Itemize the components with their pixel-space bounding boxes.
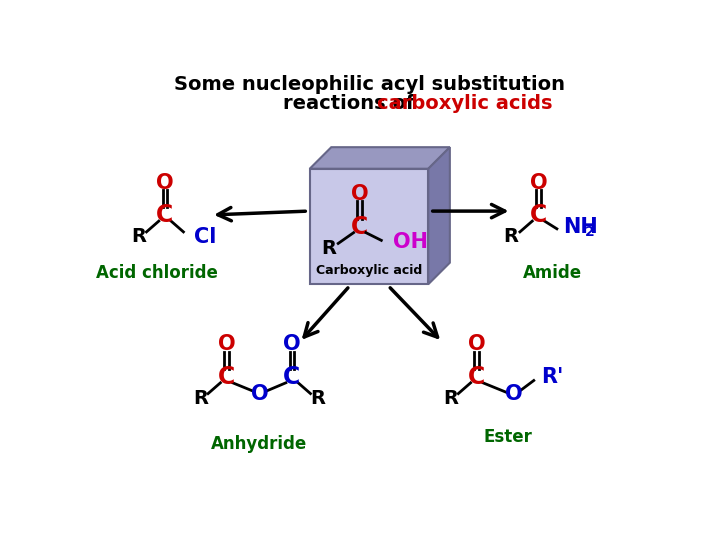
- Text: Cl: Cl: [194, 226, 217, 246]
- Text: R: R: [321, 239, 336, 258]
- Text: R: R: [443, 389, 458, 408]
- Text: C: C: [284, 364, 301, 389]
- Text: R: R: [193, 389, 208, 408]
- Text: O: O: [217, 334, 235, 354]
- Text: R: R: [131, 227, 146, 246]
- Text: Acid chloride: Acid chloride: [96, 264, 218, 282]
- Text: R: R: [311, 389, 325, 408]
- Text: O: O: [530, 173, 547, 193]
- Text: O: O: [468, 334, 485, 354]
- Text: O: O: [251, 384, 269, 404]
- Polygon shape: [428, 147, 450, 284]
- Text: reactions of: reactions of: [283, 94, 421, 113]
- Text: O: O: [351, 184, 369, 204]
- Text: Carboxylic acid: Carboxylic acid: [316, 264, 422, 277]
- Text: C: C: [156, 203, 174, 227]
- Text: C: C: [530, 203, 547, 227]
- Text: C: C: [351, 214, 369, 239]
- Text: OH: OH: [393, 232, 428, 252]
- Text: O: O: [283, 334, 301, 354]
- Text: C: C: [468, 364, 485, 389]
- Text: R': R': [541, 367, 564, 387]
- Text: C: C: [218, 364, 235, 389]
- Text: NH: NH: [563, 217, 598, 237]
- Text: Anhydride: Anhydride: [211, 435, 307, 454]
- Text: carboxylic acids: carboxylic acids: [377, 94, 552, 113]
- Text: R: R: [503, 227, 518, 246]
- Text: Some nucleophilic acyl substitution: Some nucleophilic acyl substitution: [174, 75, 564, 93]
- Text: 2: 2: [585, 225, 594, 239]
- Polygon shape: [310, 168, 428, 284]
- Text: O: O: [505, 384, 523, 404]
- Text: Amide: Amide: [523, 264, 582, 282]
- Polygon shape: [310, 147, 450, 168]
- Text: O: O: [156, 173, 174, 193]
- Text: Ester: Ester: [483, 428, 532, 445]
